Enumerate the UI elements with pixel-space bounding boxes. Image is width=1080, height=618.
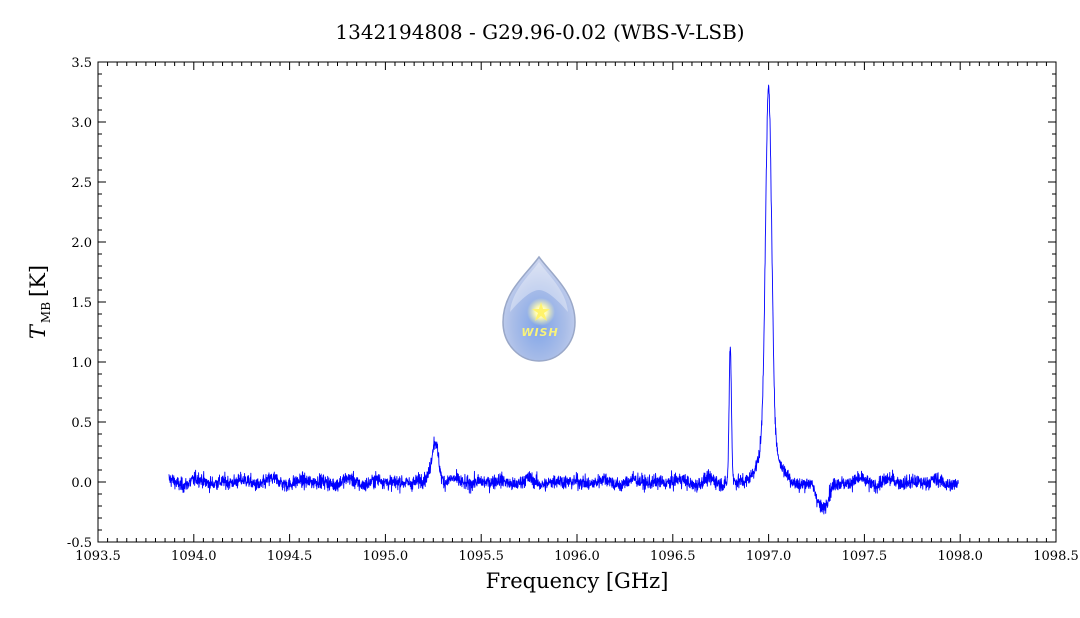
x-tick-label: 1097.5 [842, 549, 888, 564]
chart-title: 1342194808 - G29.96-0.02 (WBS-V-LSB) [335, 20, 744, 44]
y-tick-label: -0.5 [67, 536, 92, 551]
y-tick-label: 1.5 [71, 296, 92, 311]
y-tick-label: 2.5 [71, 176, 92, 191]
y-axis-label-sub: MB [39, 302, 53, 323]
y-tick-label: 1.0 [71, 356, 92, 371]
x-tick-label: 1096.5 [650, 549, 696, 564]
y-tick-label: 0.5 [71, 416, 92, 431]
y-tick-label: 3.5 [71, 56, 92, 71]
x-tick-label: 1094.0 [171, 549, 217, 564]
y-axis-label: TMB [K] [26, 265, 53, 339]
x-tick-label: 1094.5 [267, 549, 313, 564]
x-tick-label: 1095.5 [458, 549, 504, 564]
y-axis-ticks: -0.5 0.0 0.5 1.0 1.5 2.0 2.5 3.0 3.5 [67, 56, 1056, 551]
spectrum-line [168, 84, 959, 515]
star-icon [532, 302, 550, 321]
x-tick-label: 1095.0 [363, 549, 409, 564]
svg-text:TMB[K]: TMB [K] [26, 265, 53, 339]
y-axis-label-unit: [K] [26, 265, 50, 297]
y-tick-label: 0.0 [71, 476, 92, 491]
y-tick-label: 3.0 [71, 116, 92, 131]
y-axis-label-main: T [26, 323, 50, 339]
x-tick-label: 1097.0 [746, 549, 792, 564]
x-axis-ticks: 1093.5 1094.0 1094.5 1095.0 1095.5 1096.0 1096… [75, 62, 1079, 564]
x-tick-label: 1093.5 [75, 549, 121, 564]
wish-logo: WISH [502, 255, 576, 362]
x-axis-label: Frequency [GHz] [486, 569, 669, 593]
x-tick-label: 1096.0 [554, 549, 600, 564]
x-tick-label: 1098.5 [1033, 549, 1079, 564]
y-tick-label: 2.0 [71, 236, 92, 251]
wish-logo-text: WISH [521, 326, 558, 339]
x-tick-label: 1098.0 [937, 549, 983, 564]
plot-frame [97, 61, 1057, 543]
